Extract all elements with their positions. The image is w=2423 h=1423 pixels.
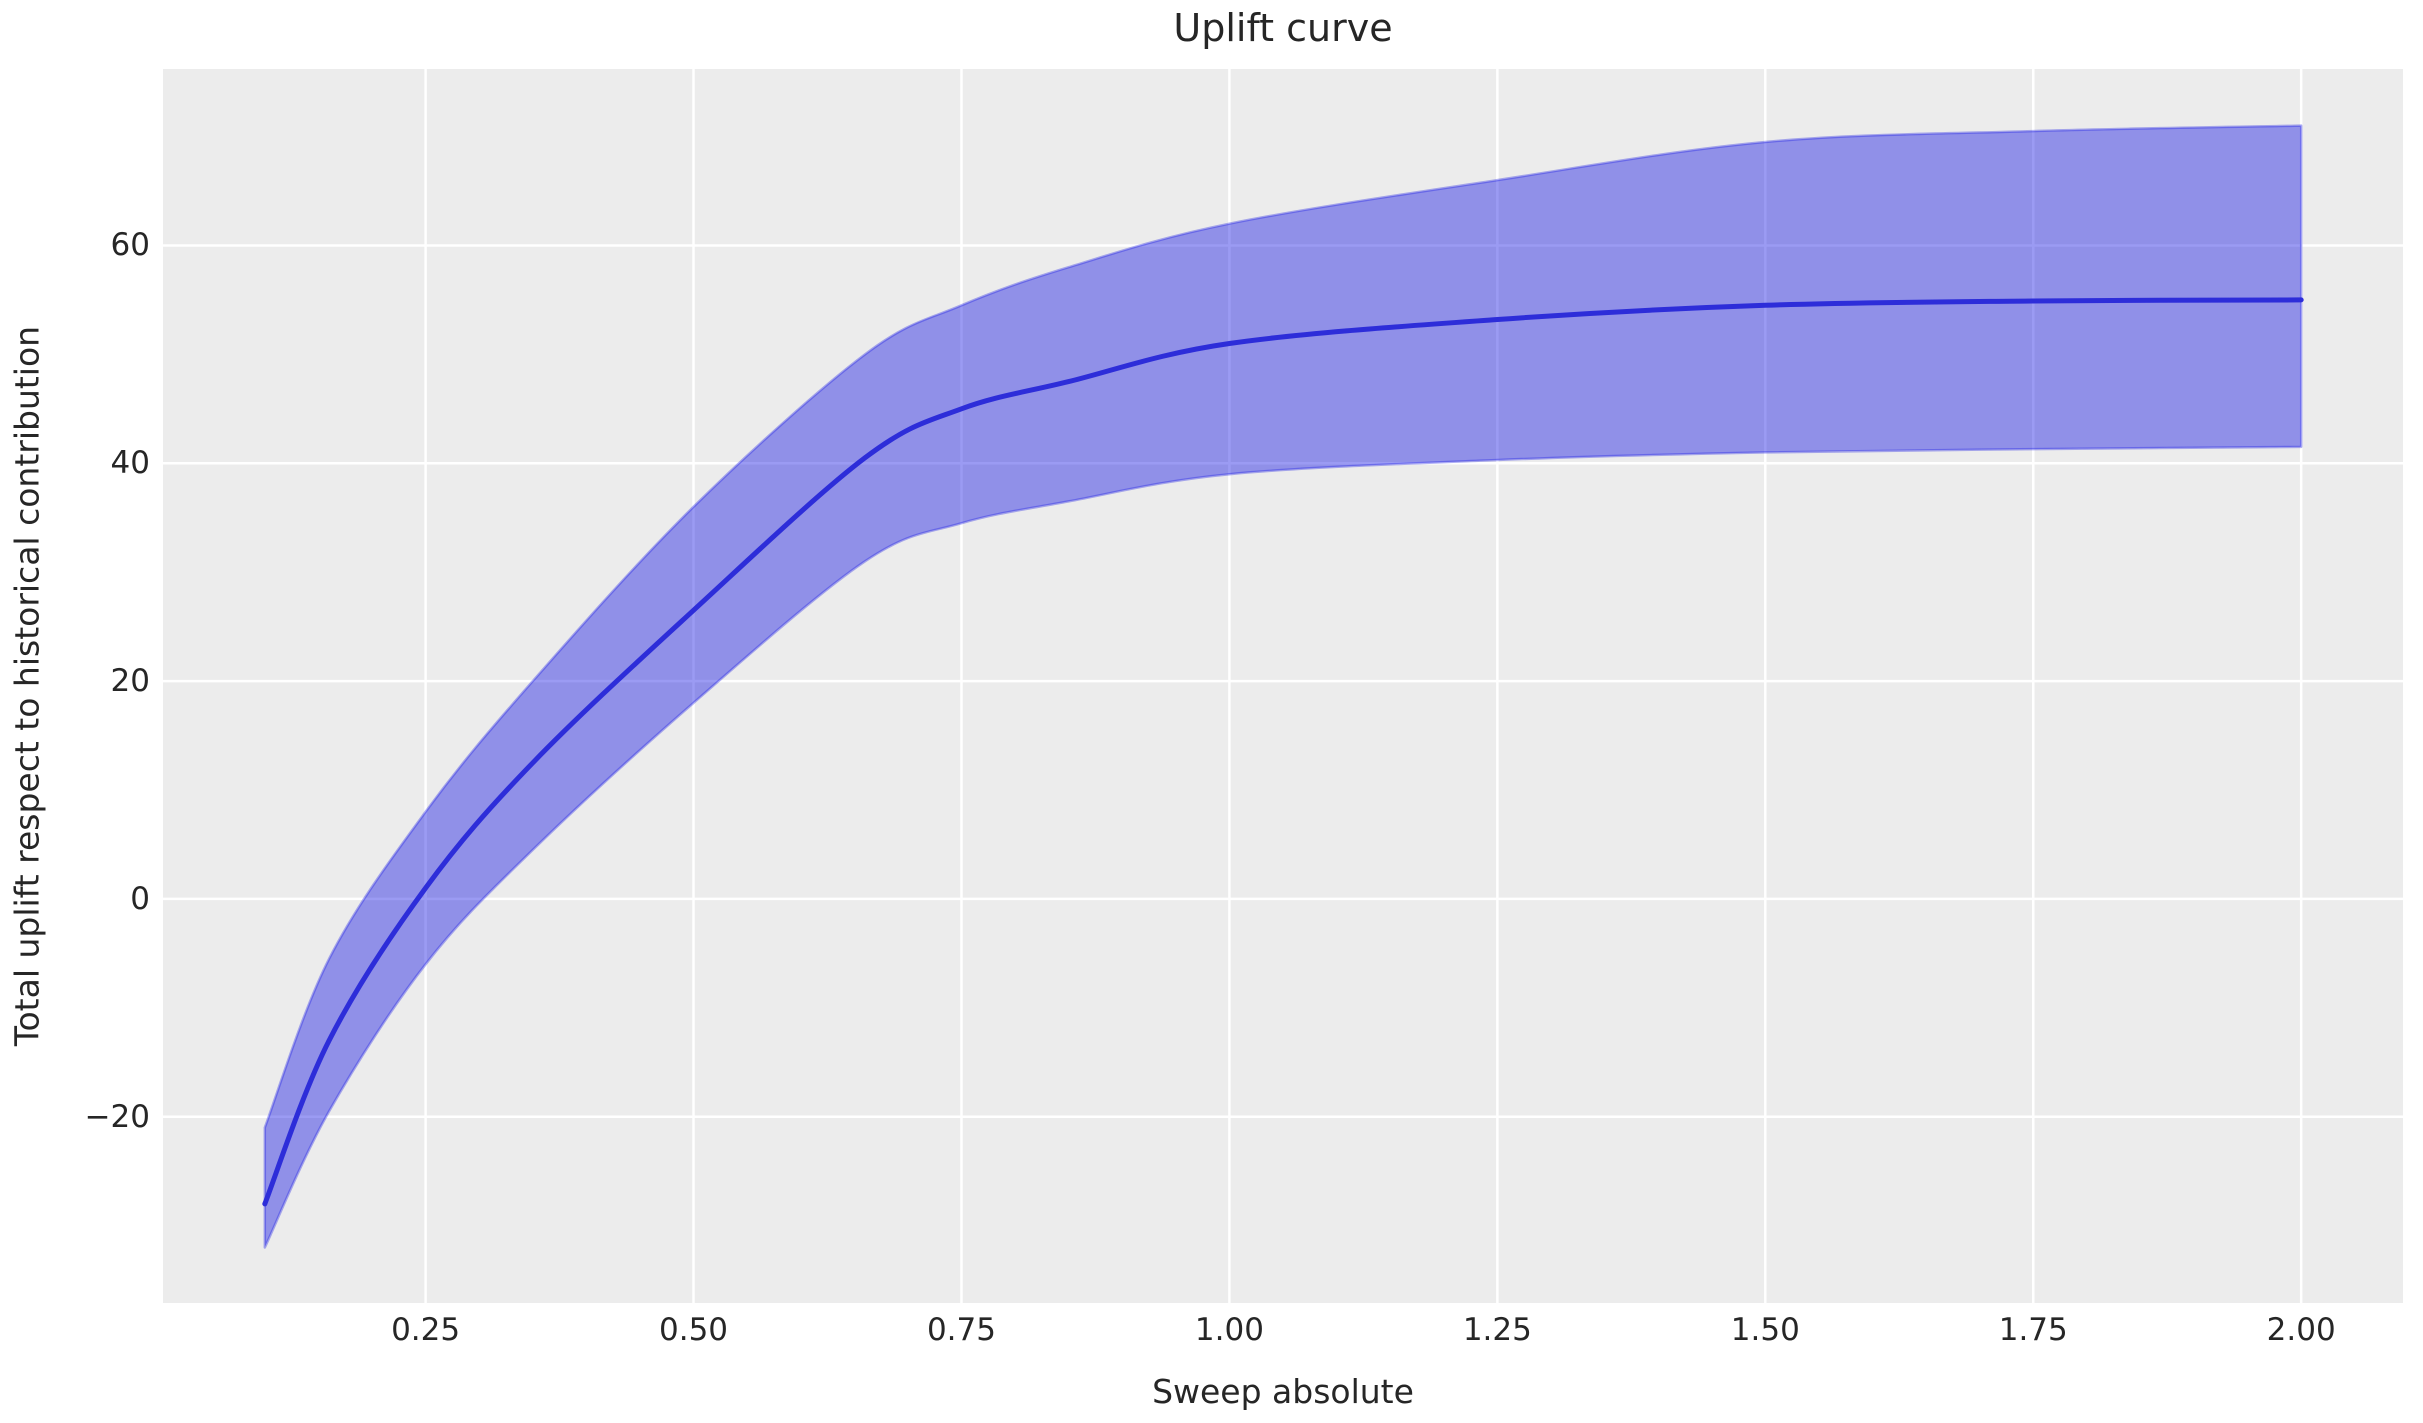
uplift-line [262, 297, 2304, 1207]
confidence-band [263, 124, 2303, 1249]
x-tick-label: 0.50 [659, 1312, 729, 1348]
gridlines [163, 69, 2403, 1303]
y-tick-label: −20 [84, 1098, 150, 1135]
chart-title: Uplift curve [1173, 6, 1393, 50]
x-tick-label: 1.00 [1194, 1312, 1264, 1348]
y-tick-label: 20 [110, 663, 150, 700]
x-tick-label: 2.00 [2266, 1312, 2336, 1348]
y-tick-label: 60 [110, 227, 150, 264]
y-tick-label: 0 [130, 880, 150, 917]
x-tick-label: 1.25 [1462, 1312, 1532, 1348]
x-tick-label: 0.25 [391, 1312, 461, 1348]
plot-area [163, 69, 2403, 1303]
x-tick-label: 1.75 [1998, 1312, 2068, 1348]
y-tick-label: 40 [110, 445, 150, 482]
x-axis-label: Sweep absolute [1152, 1372, 1414, 1411]
x-tick-label: 0.75 [926, 1312, 996, 1348]
x-tick-label: 1.50 [1730, 1312, 1800, 1348]
